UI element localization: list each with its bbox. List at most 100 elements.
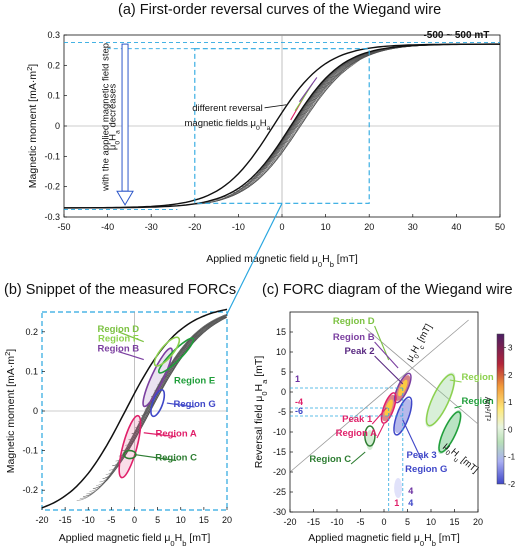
- guide-label-ha-2: -4: [295, 397, 303, 407]
- guide-label-ha-1: 1: [295, 374, 300, 384]
- label-region-f-c: Region F: [462, 372, 503, 383]
- region-e-ellipse-b: [157, 337, 195, 374]
- x-tick-label-c: 10: [426, 517, 436, 527]
- label-region-b-c: Region B: [333, 332, 375, 343]
- x-tick-label-c: 5: [405, 517, 410, 527]
- diag-hc-axis: [364, 327, 479, 425]
- forc-curve: [259, 43, 500, 170]
- label-peak-3-c: Peak 3: [407, 450, 437, 461]
- arrow-shaft-a: [121, 43, 129, 192]
- x-tick-label-c: -15: [307, 517, 320, 527]
- region-f-ellipse-b: [153, 336, 181, 367]
- label-peak-3-c-pointer: [402, 419, 423, 461]
- y-tick-label-c: 0: [281, 387, 286, 397]
- x-tick-label-a: 10: [321, 222, 331, 232]
- x-tick-label-a: -30: [145, 222, 158, 232]
- arrow-text-2-a: with the applied magnetic field step: [100, 43, 111, 192]
- label-region-a-c: Region A: [336, 428, 377, 439]
- colorbar-label: Am²/T²: [483, 397, 492, 422]
- y-tick-label-b: 0.1: [25, 366, 38, 376]
- x-tick-label-c: -20: [283, 517, 296, 527]
- x-tick-label-a: 50: [495, 222, 505, 232]
- label-peak-2-c: Peak 2: [344, 346, 374, 357]
- label-region-g-b: Region G: [174, 399, 216, 410]
- label-region-g-c: Region G: [405, 464, 447, 475]
- title-b: (b) Snippet of the measured FORCs: [4, 282, 237, 298]
- label-region-c-b: Region C: [155, 453, 197, 464]
- forc-curve: [231, 43, 498, 193]
- label-region-b-b: Region B: [97, 344, 139, 355]
- label-region-b-b-pointer: [118, 351, 144, 361]
- label-region-d-c: Region D: [333, 316, 375, 327]
- colorbar: [496, 333, 505, 485]
- y-tick-label-a: 0.2: [47, 60, 60, 70]
- x-tick-label-b: 15: [199, 515, 209, 525]
- x-tick-label-a: -50: [57, 222, 70, 232]
- x-tick-label-b: -15: [59, 515, 72, 525]
- forc-curve: [253, 43, 498, 177]
- label-region-a-b-pointer: [143, 432, 177, 438]
- x-tick-label-a: -40: [101, 222, 114, 232]
- x-tick-label-c: 0: [381, 517, 386, 527]
- y-tick-label-a: 0.3: [47, 30, 60, 40]
- colorbar-tick-label: 2: [508, 371, 513, 380]
- y-tick-label-c: -10: [273, 427, 286, 437]
- forc-curve: [256, 43, 497, 174]
- x-tick-label-b: -5: [107, 515, 115, 525]
- colorbar-tick-label: 3: [508, 344, 513, 353]
- x-tick-label-b: 10: [176, 515, 186, 525]
- x-tick-label-a: 20: [364, 222, 374, 232]
- label-region-f-b: Region F: [98, 334, 139, 345]
- y-tick-label-c: 15: [276, 327, 286, 337]
- y-tick-label-a: -0.1: [44, 151, 60, 161]
- label-region-b-c-pointer: [374, 341, 399, 369]
- y-axis-label-a: Magnetic moment [mA·m2]: [25, 64, 40, 188]
- label-peak-2-c-pointer: [374, 355, 404, 385]
- x-tick-label-b: -20: [35, 515, 48, 525]
- y-tick-label-b: -0.2: [22, 485, 38, 495]
- y-tick-label-a: -0.2: [44, 182, 60, 192]
- label-region-e-b: Region E: [174, 375, 215, 386]
- label-peak-1-c: Peak 1: [342, 414, 373, 425]
- colorbar-tick-label: -1: [508, 453, 516, 462]
- x-tick-label-b: 20: [222, 515, 232, 525]
- guide-label-hb-2: 4: [408, 486, 413, 496]
- y-tick-label-c: -25: [273, 487, 286, 497]
- forc-curves-b: [76, 314, 228, 501]
- heat-region-f: [425, 372, 456, 428]
- guide-label-ha-3: -6: [295, 406, 303, 416]
- forc-curve: [272, 43, 499, 155]
- reversal-text-2-a: magnetic fields μ0Ha: [185, 118, 271, 132]
- y-tick-label-b: 0.2: [25, 327, 38, 337]
- y-axis-label-b: Magnetic moment [mA·m2]: [3, 349, 18, 473]
- label-region-c-c: Region C: [309, 454, 351, 465]
- region-c-ellipse-c: [364, 425, 376, 447]
- arrow-text-1-a: μ0Ha decreases: [107, 83, 121, 150]
- range-label-a: -500 ~ 500 mT: [423, 30, 489, 41]
- x-tick-label-b: 0: [132, 515, 137, 525]
- label-region-c-b-pointer: [134, 453, 177, 462]
- x-tick-label-c: 20: [473, 517, 483, 527]
- region-stroke-a: [298, 77, 318, 103]
- ascending-curve-a: [64, 43, 500, 209]
- region-a-ellipse-b: [118, 414, 142, 479]
- forc-curve: [76, 314, 228, 501]
- label-region-c-c-pointer: [350, 451, 366, 465]
- colorbar-tick-label: 0: [508, 425, 513, 434]
- diag-hu-axis: [289, 319, 469, 473]
- label-region-e-c-pointer: [454, 405, 462, 409]
- label-region-g-b-pointer: [166, 402, 195, 408]
- reversal-text-1-a: different reversal: [192, 103, 263, 114]
- y-tick-label-a: 0.1: [47, 91, 60, 101]
- y-tick-label-c: -20: [273, 467, 286, 477]
- y-tick-label-c: 10: [276, 347, 286, 357]
- x-tick-label-c: -5: [356, 517, 364, 527]
- x-tick-label-a: -20: [188, 222, 201, 232]
- x-tick-label-a: 0: [279, 222, 284, 232]
- zoom-connector: [226, 203, 283, 315]
- guide-label-hb-1: 1: [394, 498, 399, 508]
- x-tick-label-b: 5: [155, 515, 160, 525]
- x-axis-label-b: Applied magnetic field μ0Hb [mT]: [59, 532, 211, 548]
- region-e-ellipse-c: [438, 411, 462, 453]
